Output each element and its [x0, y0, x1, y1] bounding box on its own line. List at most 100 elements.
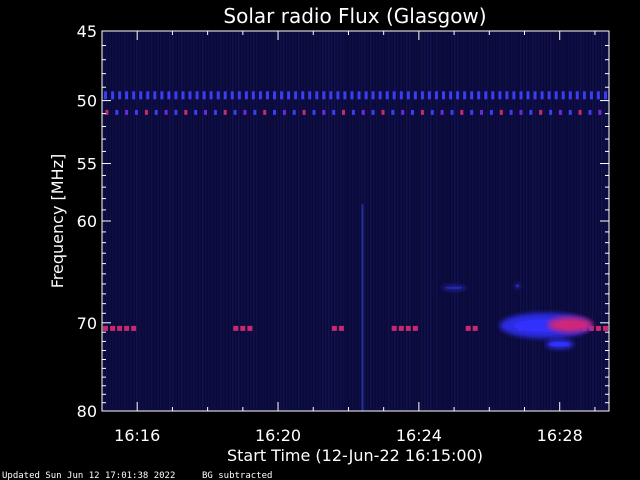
band-dot	[117, 325, 123, 331]
band-dot	[604, 91, 607, 100]
band-dot	[413, 91, 417, 100]
noise-streak	[280, 32, 282, 410]
noise-streak	[214, 32, 216, 410]
noise-streak	[367, 32, 369, 410]
band-dot	[181, 91, 185, 100]
burst-core	[549, 341, 570, 347]
band-dot	[230, 91, 234, 100]
band-dot	[442, 91, 445, 100]
band-dot	[338, 325, 344, 331]
noise-streak	[148, 32, 150, 410]
x-axis-title: Start Time (12-Jun-22 16:15:00)	[227, 446, 483, 465]
noise-streak	[508, 32, 510, 410]
noise-streak	[556, 32, 558, 410]
noise-streak	[343, 32, 345, 410]
band-dot	[194, 109, 198, 115]
band-dot	[233, 325, 239, 331]
band-dot	[561, 91, 565, 100]
noise-streak	[319, 32, 321, 410]
band-dot	[575, 91, 579, 100]
band-dot	[213, 109, 217, 115]
noise-streak	[295, 32, 297, 410]
band-dot	[519, 91, 523, 100]
band-dot	[401, 109, 405, 115]
band-dot	[302, 109, 306, 115]
band-dot	[308, 91, 312, 100]
noise-streak	[322, 32, 324, 410]
noise-streak	[349, 32, 351, 410]
band-dot	[342, 109, 345, 115]
band-dot	[322, 109, 326, 115]
band-dot	[519, 109, 523, 115]
band-dot	[343, 91, 347, 100]
y-axis-title: Frequency [MHz]	[48, 154, 67, 288]
band-dot	[427, 91, 431, 100]
band-dot	[266, 91, 269, 100]
noise-streak	[514, 32, 516, 410]
footer-note-text: BG subtracted	[202, 471, 272, 480]
noise-streak	[541, 32, 543, 410]
noise-streak	[373, 32, 375, 410]
band-dot	[105, 109, 109, 115]
band-dot	[588, 109, 592, 115]
noise-streak	[466, 32, 468, 410]
band-dot	[526, 91, 530, 100]
band-dot	[209, 91, 213, 100]
noise-streak	[394, 32, 396, 410]
noise-streak	[244, 32, 246, 410]
band-dot	[154, 109, 158, 115]
noise-streak	[439, 32, 441, 410]
noise-streak	[502, 32, 504, 410]
noise-streak	[334, 32, 336, 410]
footer-updated-text: Updated Sun Jun 12 17:01:38 2022	[2, 471, 175, 480]
band-dot	[491, 91, 495, 100]
band-dot	[589, 91, 593, 100]
noise-streak	[304, 32, 306, 410]
band-dot	[164, 109, 168, 115]
noise-streak	[298, 32, 300, 410]
band-dot	[184, 109, 188, 115]
band-dot	[411, 109, 414, 115]
noise-streak	[211, 32, 213, 410]
noise-streak	[184, 32, 186, 410]
noise-streak	[166, 32, 168, 410]
band-dot	[135, 109, 138, 115]
noise-streak	[565, 32, 567, 410]
noise-streak	[142, 32, 144, 410]
band-dot	[292, 109, 296, 115]
spectrogram-features	[103, 91, 608, 411]
noise-streak	[265, 32, 267, 410]
noise-streak	[169, 32, 171, 410]
band-dot	[139, 91, 143, 100]
noise-streak	[526, 32, 528, 410]
band-dot	[174, 91, 178, 100]
y-tick-label: 55	[77, 155, 97, 174]
noise-streak	[511, 32, 513, 410]
band-dot	[364, 91, 368, 100]
noise-streak	[577, 32, 579, 410]
band-dot	[167, 91, 171, 100]
noise-streak	[145, 32, 147, 410]
noise-streak	[397, 32, 399, 410]
band-dot	[223, 109, 227, 115]
band-dot	[174, 109, 178, 115]
noise-streak	[496, 32, 498, 410]
noise-streak	[115, 32, 117, 410]
noise-streak	[154, 32, 156, 410]
noise-streak	[547, 32, 549, 410]
noise-streak	[406, 32, 408, 410]
band-dot	[406, 91, 410, 100]
band-dot	[547, 91, 551, 100]
band-dot	[110, 325, 116, 331]
noise-streak	[331, 32, 333, 410]
band-dot	[312, 109, 316, 115]
band-dot	[440, 109, 444, 115]
band-dot	[253, 109, 257, 115]
band-dot	[588, 325, 594, 331]
noise-streak	[238, 32, 240, 410]
noise-streak	[415, 32, 417, 410]
burst-core	[554, 320, 587, 329]
noise-streak	[535, 32, 537, 410]
band-dot	[484, 91, 488, 100]
x-axis: 16:16 16:20 16:24 16:28	[114, 31, 596, 445]
